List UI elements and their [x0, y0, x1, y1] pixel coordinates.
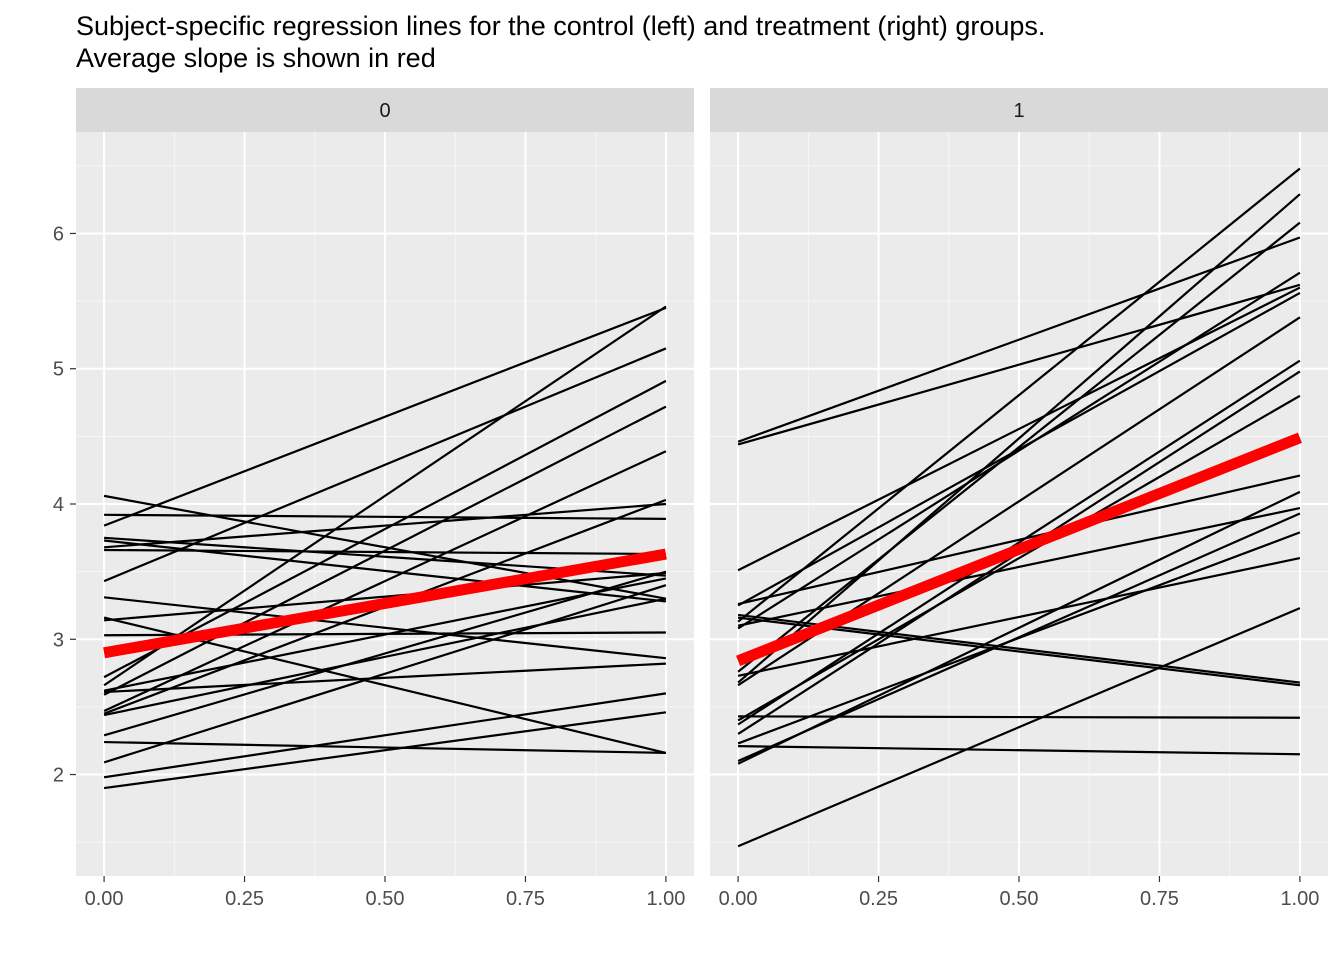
subject-line — [104, 502, 666, 549]
subject-line — [103, 596, 667, 660]
x-tick-label: 1.00 — [1280, 888, 1319, 910]
subject-line — [737, 607, 1301, 848]
subject-lines — [737, 167, 1301, 848]
subject-line — [104, 513, 666, 520]
subject-line — [103, 570, 667, 737]
y-tick-label: 3 — [53, 629, 64, 651]
subject-line — [104, 662, 666, 694]
subject-line — [737, 271, 1301, 630]
x-tick-label: 0.00 — [719, 888, 758, 910]
x-tick-label: 0.25 — [225, 888, 264, 910]
subject-line — [737, 292, 1301, 607]
y-tick-label: 6 — [53, 223, 64, 245]
subject-line — [103, 584, 667, 764]
chart-subtitle: Average slope is shown in red — [76, 43, 436, 73]
subject-line — [737, 557, 1301, 677]
y-tick-label: 4 — [53, 494, 64, 516]
x-tick-label: 0.75 — [506, 888, 545, 910]
x-tick-label: 0.75 — [1140, 888, 1179, 910]
facet-panel-0: 0 0.00 0.25 0.50 0.75 1.00 — [76, 88, 694, 910]
subject-line — [103, 305, 667, 687]
subject-line — [103, 597, 667, 717]
subject-line — [103, 577, 667, 692]
facet-strip-label: 1 — [1013, 100, 1024, 122]
x-tick-label: 0.25 — [859, 888, 898, 910]
subject-line — [738, 745, 1300, 756]
facet-strip-label: 0 — [379, 100, 390, 122]
subject-line — [737, 490, 1301, 765]
subject-line — [103, 711, 667, 790]
subject-line — [737, 167, 1301, 623]
subject-line — [737, 394, 1301, 722]
subject-line — [103, 405, 667, 696]
subject-line — [103, 347, 667, 583]
x-tick-label: 0.50 — [1000, 888, 1039, 910]
subject-line — [103, 571, 667, 622]
facet-strip — [76, 88, 694, 132]
average-line — [103, 548, 667, 659]
average-line — [736, 432, 1302, 667]
subject-line — [737, 512, 1301, 763]
subject-line — [738, 715, 1300, 719]
y-tick-label: 2 — [53, 765, 64, 787]
subject-line — [737, 359, 1301, 726]
x-tick-label: 0.00 — [85, 888, 124, 910]
subject-line — [104, 548, 666, 556]
subject-line — [737, 193, 1301, 684]
subject-line — [737, 236, 1301, 443]
y-axis: 2 3 4 5 6 — [53, 223, 76, 787]
subject-line — [737, 286, 1301, 572]
facet-panel-1: 1 0.00 0.25 0.50 0.75 1.00 — [710, 88, 1328, 910]
chart-title: Subject-specific regression lines for th… — [76, 11, 1045, 41]
x-tick-label: 0.50 — [366, 888, 405, 910]
subject-line — [103, 306, 667, 527]
subject-line — [103, 692, 667, 779]
subject-line — [103, 379, 667, 679]
subject-line — [737, 474, 1301, 606]
subject-line — [103, 450, 667, 712]
subject-line — [737, 221, 1301, 673]
subject-line — [104, 740, 666, 755]
y-tick-label: 5 — [53, 359, 64, 381]
subject-line — [737, 506, 1301, 627]
x-tick-label: 1.00 — [646, 888, 685, 910]
facet-strip — [710, 88, 1328, 132]
facet-panels: 0 0.00 0.25 0.50 0.75 1.00 1 0.00 0.25 0.50 0.75 1.… — [76, 88, 1328, 910]
subject-line — [737, 283, 1301, 446]
